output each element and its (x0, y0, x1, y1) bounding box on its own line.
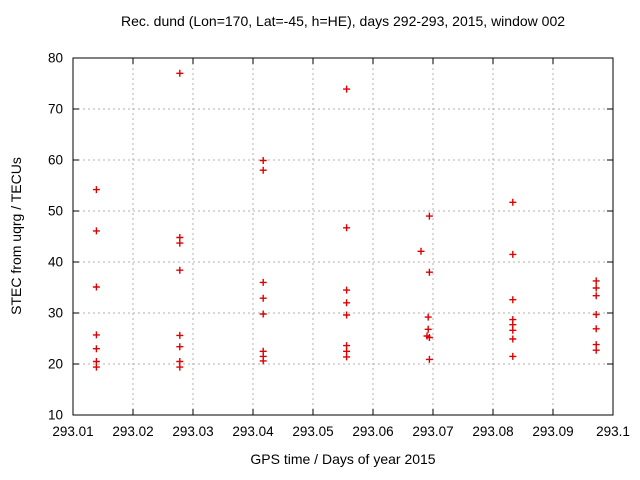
grid-lines (73, 58, 613, 415)
x-tick-label: 293.02 (112, 424, 153, 439)
x-tick-label: 293.07 (412, 424, 453, 439)
data-point-marker (343, 311, 351, 319)
data-point-marker (176, 343, 184, 351)
y-tick-label: 10 (48, 408, 63, 423)
data-point-marker (343, 353, 351, 361)
x-tick-label: 293.06 (352, 424, 393, 439)
data-point-marker (92, 363, 100, 371)
data-point-marker (259, 294, 267, 302)
data-point-marker (92, 283, 100, 291)
data-point-marker (509, 326, 517, 334)
data-point-marker (92, 331, 100, 339)
data-point-marker (343, 85, 351, 93)
y-axis-label-text: STEC from uqrg / TECUs (8, 157, 24, 315)
data-point-marker (424, 313, 432, 321)
data-point-marker (343, 286, 351, 294)
data-point-marker (424, 325, 432, 333)
x-tick-label: 293.01 (52, 424, 93, 439)
data-point-marker (259, 157, 267, 164)
data-point-marker (509, 296, 517, 304)
y-tick-label: 80 (48, 51, 63, 66)
data-point-marker (92, 186, 100, 194)
y-tick-label: 70 (48, 102, 63, 117)
chart-title: Rec. dund (Lon=170, Lat=-45, h=HE), days… (120, 13, 566, 29)
data-point-marker (509, 198, 517, 206)
plot-border (72, 57, 614, 416)
data-point-marker (592, 277, 600, 285)
x-axis-label: GPS time / Days of year 2015 (250, 451, 436, 467)
data-point-marker (425, 212, 433, 220)
y-tick-label: 40 (48, 255, 63, 270)
x-tick-label: 293.08 (472, 424, 513, 439)
data-point-marker (417, 247, 425, 255)
data-point-marker (425, 355, 433, 363)
data-point-marker (509, 250, 517, 258)
data-points (92, 69, 600, 371)
y-tick-label: 20 (48, 357, 63, 372)
y-tick-label: 50 (48, 204, 63, 219)
data-point-marker (92, 345, 100, 353)
data-point-marker (176, 331, 184, 339)
data-point-marker (425, 334, 433, 341)
axis-ticks (72, 57, 614, 416)
data-point-marker (176, 239, 184, 247)
data-point-marker (259, 166, 267, 174)
data-point-marker (92, 227, 100, 235)
data-point-marker (176, 363, 184, 371)
x-tick-label: 293.09 (532, 424, 573, 439)
data-point-marker (259, 310, 267, 318)
data-point-marker (343, 299, 351, 307)
data-point-marker (259, 278, 267, 286)
data-point-marker (509, 352, 517, 360)
y-tick-label: 30 (48, 306, 63, 321)
data-point-marker (509, 335, 517, 343)
data-point-marker (592, 284, 600, 292)
x-tick-label: 293.04 (232, 424, 274, 439)
data-point-marker (343, 224, 351, 232)
x-tick-label: 293.1 (596, 424, 630, 439)
x-tick-label: 293.05 (292, 424, 333, 439)
x-tick-label: 293.03 (172, 424, 213, 439)
data-point-marker (176, 69, 184, 77)
x-tick-labels: 293.01 293.02 293.03 293.04 293.05 293.06 293.… (52, 424, 630, 439)
y-tick-labels: 10 20 30 40 50 60 70 80 (48, 51, 63, 423)
data-point-marker (592, 346, 600, 354)
data-point-marker (592, 292, 600, 300)
data-point-marker (176, 266, 184, 274)
data-point-marker (592, 325, 600, 333)
data-point-marker (425, 268, 433, 276)
data-point-marker (592, 311, 600, 318)
data-point-marker (259, 357, 267, 365)
y-tick-label: 60 (48, 153, 63, 168)
